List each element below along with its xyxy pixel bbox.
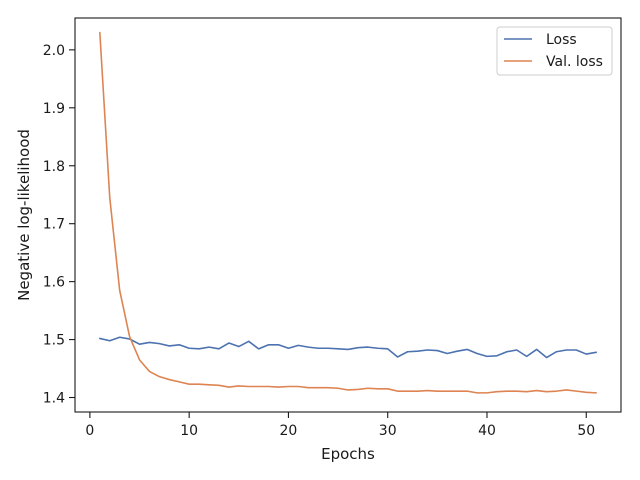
- x-axis-label: Epochs: [321, 445, 375, 463]
- y-tick-label: 1.7: [43, 217, 65, 233]
- plot-area: [74, 17, 622, 413]
- legend-label-loss: Loss: [546, 32, 577, 48]
- y-tick-label: 1.8: [43, 159, 65, 175]
- x-tick-label: 0: [85, 423, 94, 439]
- legend: Loss Val. loss: [496, 26, 613, 76]
- x-tick-label: 10: [180, 423, 198, 439]
- y-tick-label: 1.6: [43, 275, 65, 291]
- x-tick-label: 30: [379, 423, 397, 439]
- plot-frame: [74, 17, 622, 413]
- y-tick-label: 1.9: [43, 101, 65, 117]
- series-line-val-loss: [99, 31, 597, 394]
- x-tick-label: 40: [478, 423, 496, 439]
- y-tick-label: 1.5: [43, 333, 65, 349]
- legend-label-val-loss: Val. loss: [546, 54, 603, 70]
- x-axis: 0 10 20 30 40 50: [85, 412, 595, 439]
- series-line-loss: [99, 336, 597, 359]
- y-axis: 1.4 1.5 1.6 1.7 1.8 1.9 2.0: [43, 43, 75, 407]
- y-tick-label: 1.4: [43, 391, 65, 407]
- y-tick-label: 2.0: [43, 43, 65, 59]
- series-layer: [99, 31, 597, 394]
- y-axis-label: Negative log-likelihood: [15, 129, 33, 301]
- x-tick-label: 20: [280, 423, 298, 439]
- x-tick-label: 50: [577, 423, 595, 439]
